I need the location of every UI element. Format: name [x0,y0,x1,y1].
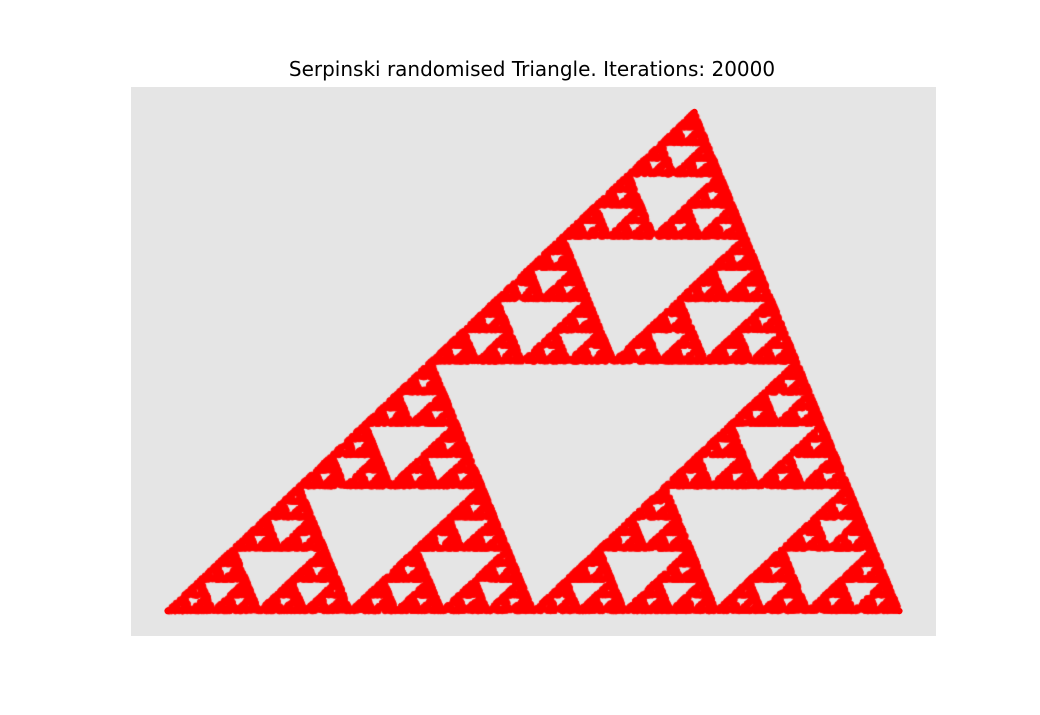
sierpinski-scatter [131,87,936,636]
scatter-points [131,87,936,636]
scatter-point-cloud [131,87,936,636]
chart-title: Serpinski randomised Triangle. Iteration… [288,57,776,81]
plot-area [131,87,936,636]
vertex-point-2 [896,607,903,615]
vertex-point-1 [164,607,171,615]
vertex-point-3 [691,108,698,116]
